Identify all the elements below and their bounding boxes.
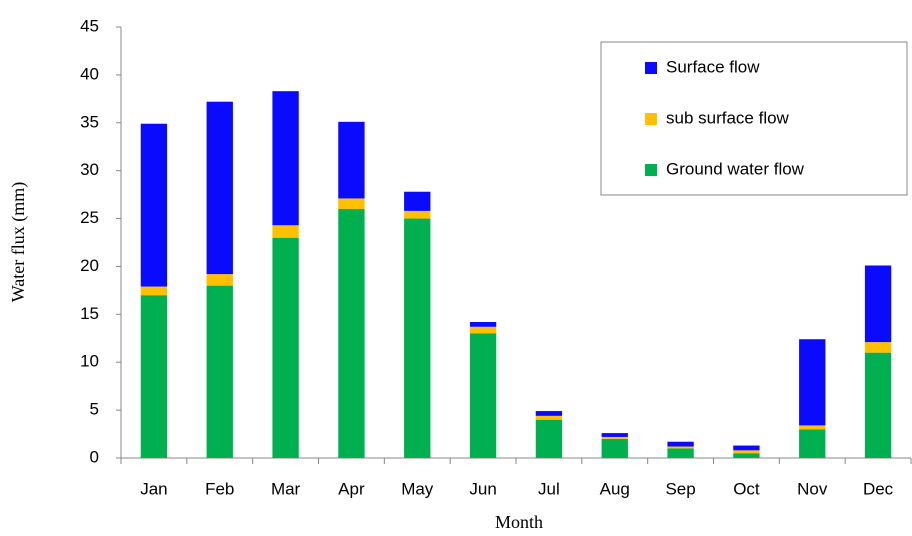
- x-tick-label: Mar: [271, 479, 301, 498]
- bar-segment: [272, 237, 299, 458]
- bar-segment: [469, 333, 497, 458]
- y-axis-title: Water flux (mm): [8, 182, 29, 303]
- bar-segment: [535, 415, 563, 420]
- x-tick-label: Dec: [863, 479, 894, 498]
- bar-segment: [864, 342, 892, 353]
- bar-segment: [601, 438, 628, 458]
- bar-segment: [864, 265, 892, 343]
- bar-segment: [864, 352, 892, 458]
- bar-segment: [601, 436, 628, 439]
- legend-swatch: [645, 113, 657, 125]
- bar-segment: [206, 285, 233, 458]
- x-tick-label: Sep: [665, 479, 695, 498]
- y-tick-label: 45: [80, 16, 99, 35]
- bar-segment: [404, 191, 431, 211]
- legend-label: sub surface flow: [666, 108, 790, 127]
- bar-segment: [469, 321, 497, 327]
- x-tick-label: Jul: [538, 479, 560, 498]
- bar-segment: [206, 274, 233, 286]
- legend-swatch: [645, 164, 657, 176]
- y-tick-label: 30: [80, 160, 99, 179]
- bar-segment: [272, 91, 299, 226]
- bar-segment: [404, 218, 431, 458]
- bar-segment: [667, 441, 694, 447]
- bar-segment: [799, 339, 826, 426]
- y-tick-label: 0: [90, 447, 99, 466]
- bar-segment: [404, 210, 431, 219]
- bar-segment: [535, 411, 563, 416]
- legend-label: Surface flow: [666, 57, 760, 76]
- y-tick-label: 35: [80, 112, 99, 131]
- bar-segment: [733, 445, 760, 451]
- y-tick-label: 40: [80, 64, 99, 83]
- bar-segment: [733, 453, 760, 458]
- x-tick-label: Feb: [205, 479, 234, 498]
- y-tick-label: 25: [80, 208, 99, 227]
- bar-segment: [469, 326, 497, 334]
- bar-segment: [140, 295, 168, 458]
- bar-segment: [535, 419, 563, 458]
- x-tick-label: Aug: [600, 479, 630, 498]
- bar-segment: [667, 446, 694, 449]
- bar-segment: [206, 101, 233, 275]
- bar-segment: [140, 123, 168, 287]
- bar-segment: [338, 121, 365, 199]
- bar-segment: [272, 225, 299, 238]
- x-axis-title: Month: [495, 512, 543, 532]
- y-tick-label: 5: [90, 400, 99, 419]
- y-tick-label: 15: [80, 304, 99, 323]
- bar-segment: [799, 425, 826, 430]
- legend-swatch: [645, 62, 657, 74]
- x-tick-label: Jan: [140, 479, 167, 498]
- y-tick-label: 20: [80, 256, 99, 275]
- x-tick-label: Jun: [469, 479, 496, 498]
- x-tick-label: Nov: [797, 479, 828, 498]
- legend-label: Ground water flow: [666, 159, 805, 178]
- y-tick-label: 10: [80, 352, 99, 371]
- bar-segment: [601, 433, 628, 437]
- bar-segment: [140, 286, 168, 296]
- x-tick-label: Apr: [338, 479, 365, 498]
- bar-segment: [799, 429, 826, 458]
- x-tick-label: May: [401, 479, 434, 498]
- bar-segment: [338, 198, 365, 209]
- bar-segment: [667, 448, 694, 458]
- bar-segment: [338, 208, 365, 458]
- x-tick-label: Oct: [733, 479, 760, 498]
- bar-segment: [733, 450, 760, 454]
